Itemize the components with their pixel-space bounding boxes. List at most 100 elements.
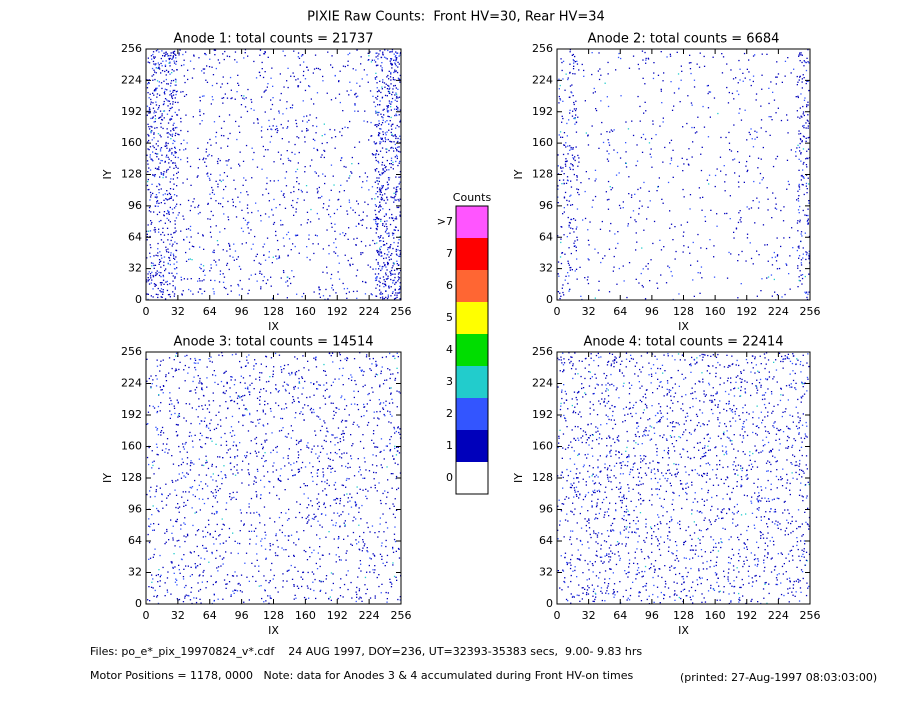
speckle [226, 264, 228, 266]
speckle [287, 457, 289, 460]
speckle [563, 196, 566, 198]
speckle [761, 53, 763, 55]
speckle [776, 254, 779, 256]
speckle [147, 180, 149, 183]
speckle [194, 366, 196, 369]
speckle [337, 427, 340, 429]
speckle [394, 156, 396, 158]
speckle [334, 147, 336, 149]
speckle [773, 99, 776, 101]
speckle [151, 574, 153, 576]
speckle [341, 374, 344, 377]
speckle [283, 368, 285, 370]
speckle [199, 439, 201, 441]
speckle [209, 534, 211, 536]
speckle [807, 114, 809, 116]
speckle [265, 433, 267, 435]
speckle [305, 598, 307, 600]
speckle [563, 144, 565, 146]
speckle [207, 467, 210, 470]
speckle [383, 458, 385, 460]
speckle [256, 410, 258, 412]
speckle [662, 80, 664, 82]
speckle [255, 202, 257, 204]
speckle [805, 258, 807, 261]
speckle [290, 464, 292, 466]
speckle [571, 115, 574, 117]
speckle [300, 576, 302, 578]
speckle [263, 425, 265, 427]
speckle [201, 405, 203, 407]
speckle [161, 449, 164, 451]
speckle [350, 506, 353, 508]
speckle [378, 585, 380, 588]
speckle [191, 407, 193, 409]
speckle [184, 443, 186, 445]
speckle [149, 108, 151, 110]
speckle [755, 93, 758, 95]
speckle [599, 68, 601, 70]
speckle [350, 257, 353, 259]
speckle [215, 466, 217, 468]
speckle [270, 285, 272, 287]
speckle [233, 466, 235, 468]
speckle [158, 183, 160, 185]
speckle [273, 462, 275, 464]
speckle [387, 105, 389, 107]
speckle [382, 224, 384, 226]
speckle [379, 297, 382, 299]
speckle [395, 282, 397, 284]
speckle [804, 61, 806, 63]
speckle [248, 278, 250, 280]
speckle [754, 130, 756, 132]
speckle [325, 435, 327, 437]
speckle [341, 157, 343, 159]
speckle [562, 117, 564, 120]
speckle [396, 150, 398, 152]
speckle [209, 218, 211, 220]
speckle [362, 280, 364, 283]
speckle [393, 53, 395, 55]
speckle [261, 538, 263, 540]
speckle [378, 189, 381, 191]
speckle [234, 589, 236, 591]
speckle [391, 128, 393, 130]
speckle [260, 130, 263, 132]
speckle [348, 94, 350, 96]
speckle [263, 155, 265, 157]
speckle [173, 154, 175, 156]
speckle [563, 173, 565, 175]
speckle [328, 205, 330, 207]
speckle [163, 103, 165, 105]
speckle [391, 583, 393, 585]
speckle [749, 133, 751, 136]
speckle [177, 214, 179, 216]
speckle [171, 561, 173, 563]
speckle [390, 58, 392, 60]
speckle [307, 497, 309, 499]
speckle [391, 213, 393, 216]
speckle [263, 486, 266, 488]
speckle [162, 293, 164, 295]
speckle [341, 395, 343, 397]
speckle [251, 101, 253, 103]
speckle [334, 252, 337, 254]
speckle [772, 165, 775, 168]
speckle [262, 411, 264, 413]
speckle [345, 465, 347, 468]
speckle [390, 473, 392, 475]
speckle [146, 160, 149, 162]
speckle [713, 97, 716, 99]
speckle [149, 156, 151, 158]
speckle [198, 498, 200, 500]
speckle [636, 241, 638, 243]
speckle [385, 213, 387, 215]
speckle [162, 392, 164, 394]
speckle [703, 55, 705, 58]
speckle [561, 69, 563, 72]
speckle [164, 65, 167, 67]
speckle [322, 173, 324, 175]
speckle [366, 571, 368, 573]
speckle [163, 117, 165, 119]
speckle [376, 52, 378, 54]
